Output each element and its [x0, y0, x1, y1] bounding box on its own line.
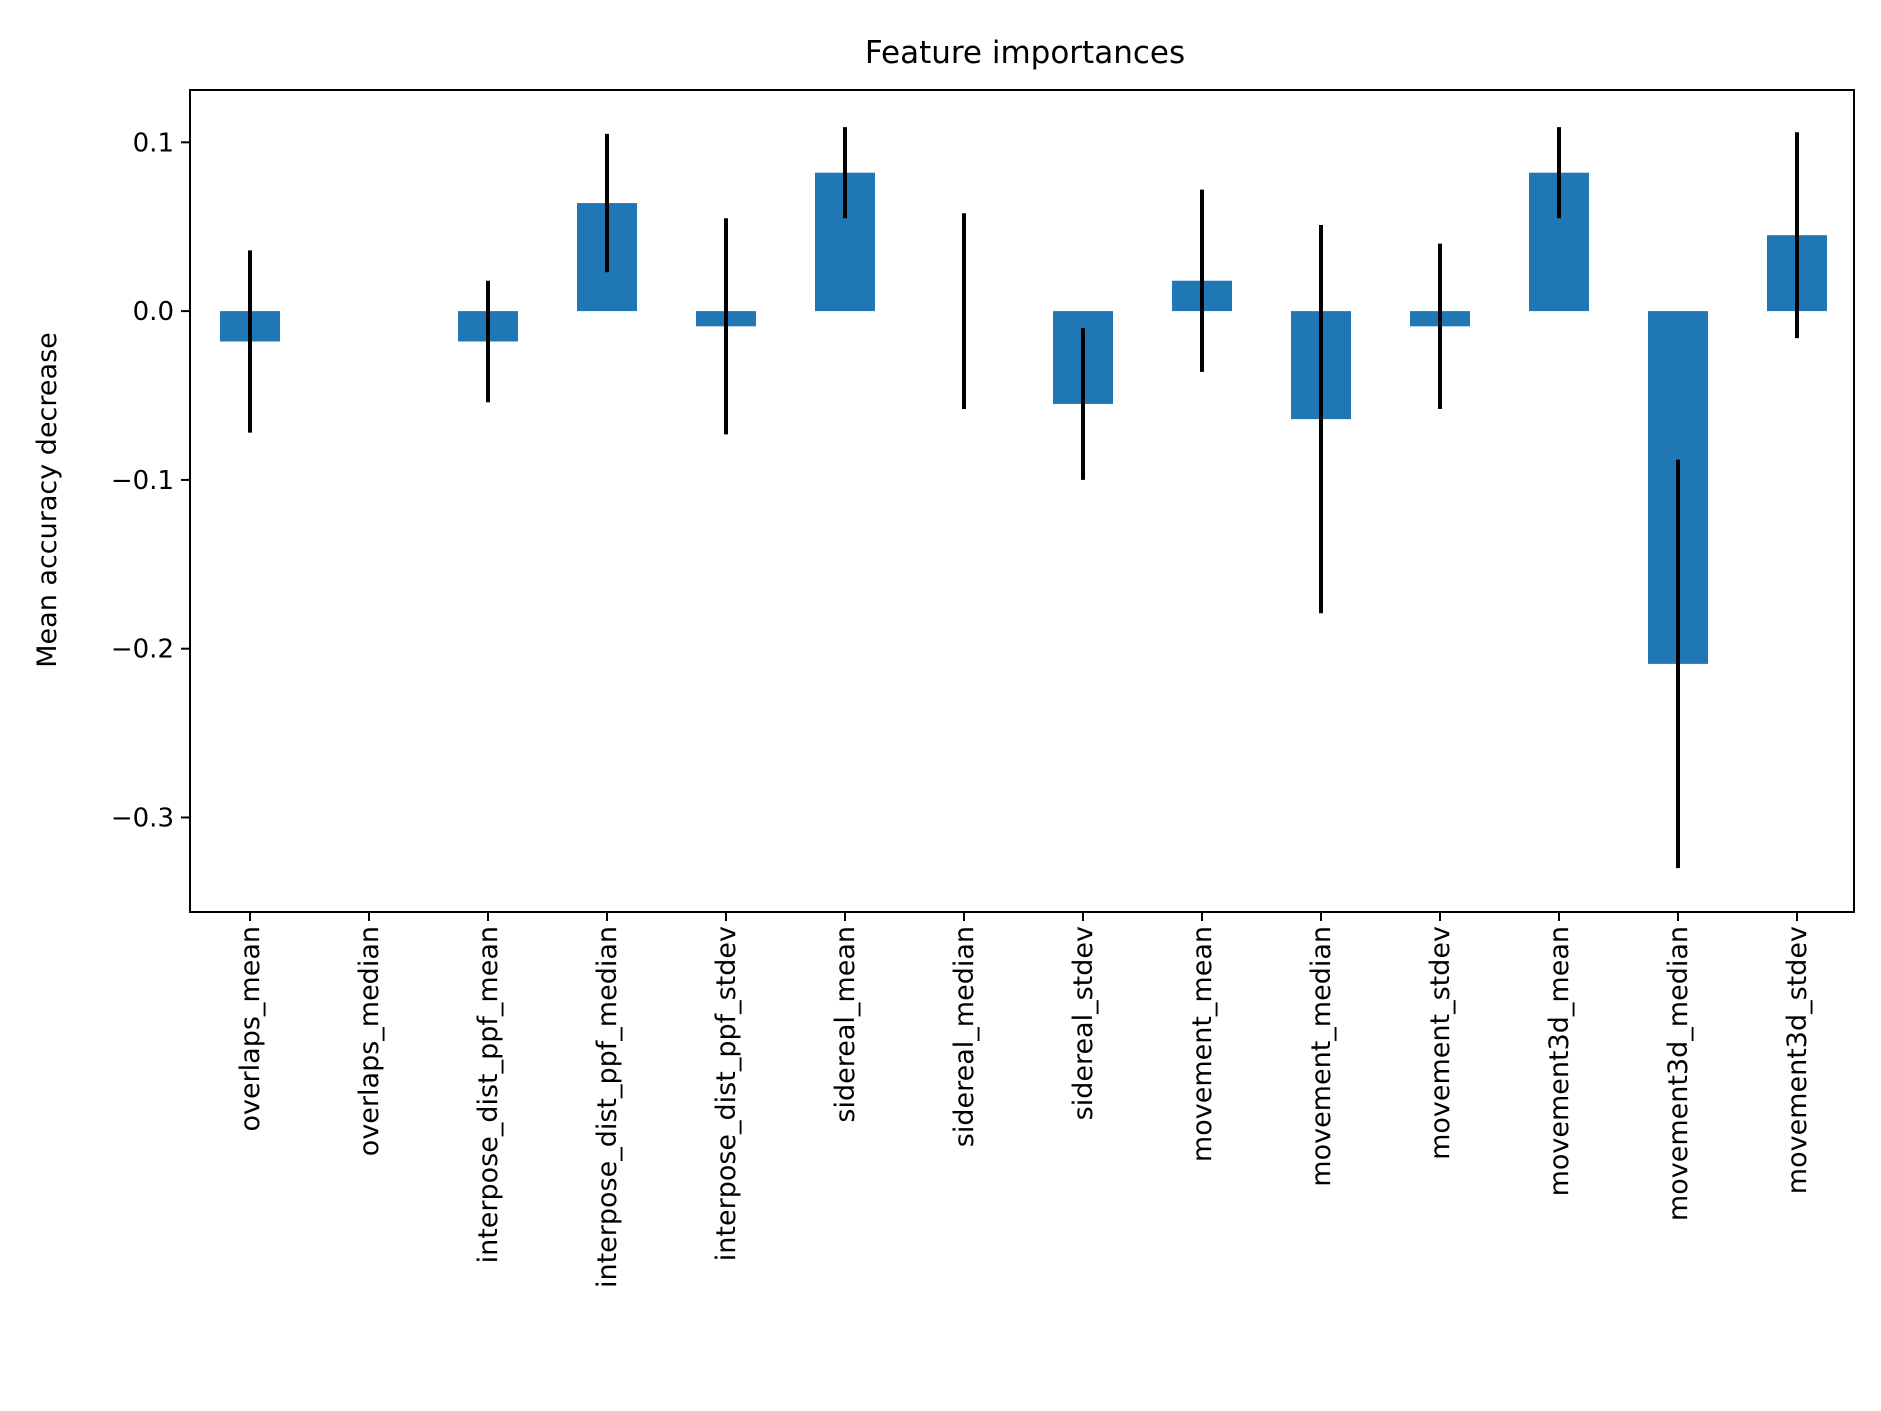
x-tick-label-interpose_dist_ppf_stdev: interpose_dist_ppf_stdev [711, 926, 742, 1261]
y-axis-ticks: 0.1 0.0 −0.1 −0.2 −0.3 [111, 128, 190, 833]
x-tick-label-interpose_dist_ppf_median: interpose_dist_ppf_median [592, 926, 623, 1288]
x-tick-label-movement_mean: movement_mean [1187, 926, 1218, 1162]
x-tick-label-sidereal_stdev: sidereal_stdev [1068, 926, 1099, 1120]
y-tick-label: −0.2 [111, 635, 174, 665]
x-tick-label-sidereal_mean: sidereal_mean [830, 926, 861, 1123]
x-tick-label-movement3d_stdev: movement3d_stdev [1782, 926, 1813, 1194]
error-bars-group [248, 127, 1799, 869]
plot-frame [189, 89, 1855, 913]
x-tick-label-overlaps_mean: overlaps_mean [235, 926, 266, 1132]
y-axis-label: Mean accuracy decrease [32, 332, 63, 667]
y-tick-label: 0.1 [133, 128, 174, 158]
x-tick-label-sidereal_median: sidereal_median [949, 926, 980, 1147]
y-tick-label: 0.0 [133, 297, 174, 327]
x-axis-ticks: overlaps_mean overlaps_median interpose_di… [235, 912, 1813, 1288]
y-tick-label: −0.3 [111, 803, 174, 833]
x-tick-label-movement3d_median: movement3d_median [1663, 926, 1694, 1221]
x-tick-label-movement3d_mean: movement3d_mean [1544, 926, 1575, 1196]
x-tick-label-overlaps_median: overlaps_median [354, 926, 385, 1156]
chart-title: Feature importances [865, 35, 1185, 71]
x-tick-label-interpose_dist_ppf_mean: interpose_dist_ppf_mean [473, 926, 504, 1263]
bars-group [220, 172, 1827, 664]
x-tick-label-movement_median: movement_median [1306, 926, 1337, 1187]
y-tick-label: −0.1 [111, 466, 174, 496]
x-tick-label-movement_stdev: movement_stdev [1425, 926, 1456, 1160]
